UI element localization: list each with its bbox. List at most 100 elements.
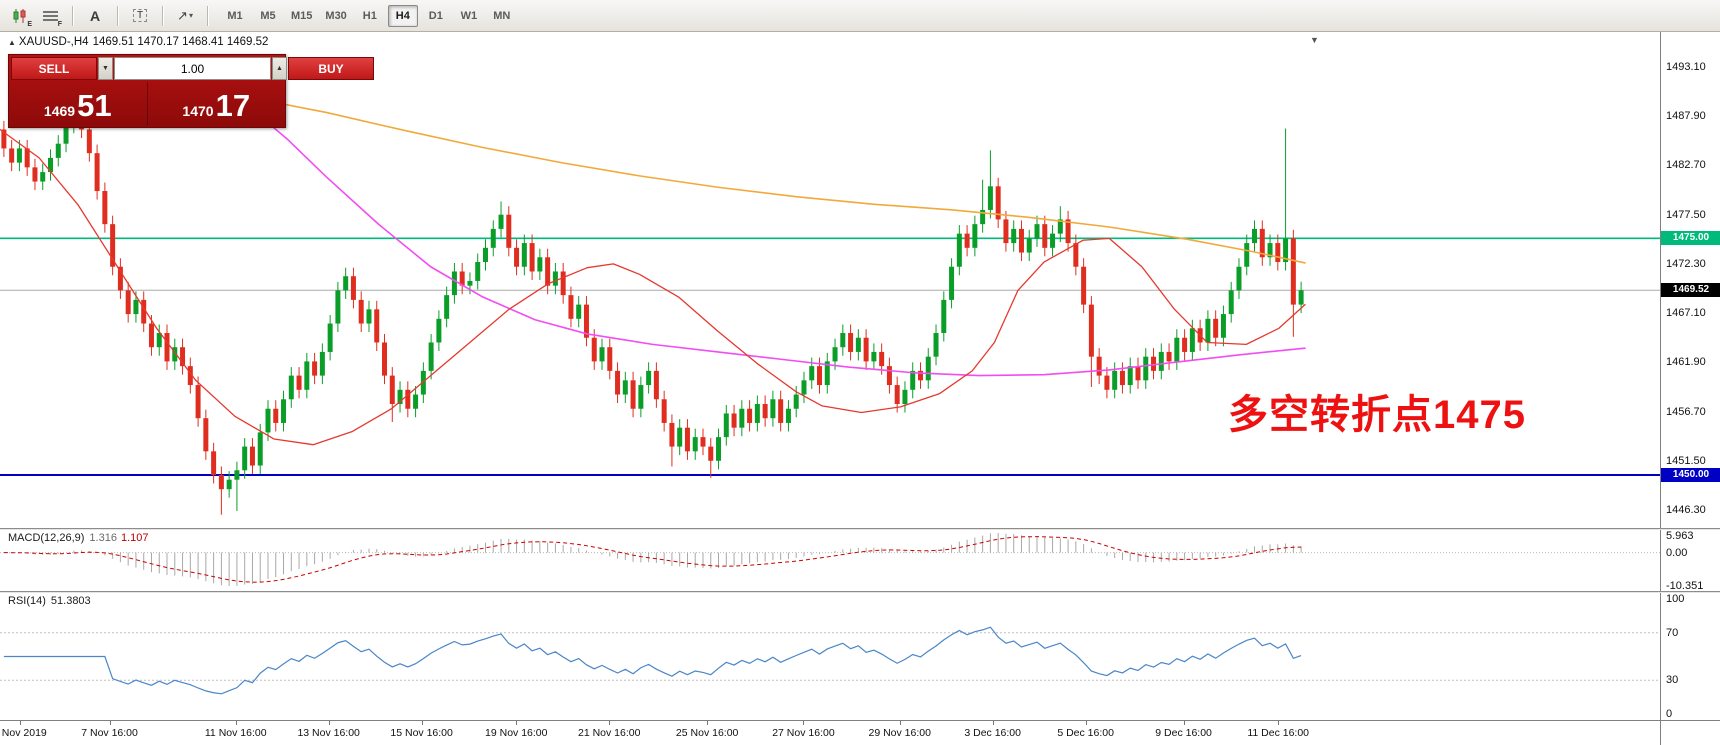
time-label: 5 Dec 16:00 <box>1057 727 1114 739</box>
rsi-value-axis[interactable]: 100 70 30 0 <box>1660 593 1720 720</box>
toolbar-separator <box>117 5 118 26</box>
volume-up-button[interactable]: ▲ <box>272 57 287 80</box>
panel-splitter[interactable] <box>0 591 1720 593</box>
macd-label: MACD(12,26,9) 1.316 1.107 <box>8 532 148 544</box>
text-label-icon[interactable]: T <box>126 4 154 28</box>
icon-badge: F <box>57 20 62 28</box>
buy-button[interactable]: BUY <box>288 57 374 80</box>
chart-ohlc-header: ▲ XAUUSD-,H4 1469.51 1470.17 1468.41 1469.… <box>8 36 272 48</box>
fast-ma <box>0 128 1306 446</box>
arrow-glyph: ↗ <box>177 7 188 23</box>
text-annotation-icon[interactable]: A <box>89 7 101 24</box>
macd-panel[interactable]: MACD(12,26,9) 1.316 1.107 5.963 0.00 -10.351 <box>0 530 1720 592</box>
time-label: 5 Nov 2019 <box>0 727 47 739</box>
time-tick <box>421 721 423 725</box>
time-tick <box>803 721 805 725</box>
tf-button-w1[interactable]: W1 <box>460 9 478 22</box>
time-tick <box>235 721 237 725</box>
price-tick-label: 1487.90 <box>1666 110 1706 123</box>
time-label: 15 Nov 16:00 <box>390 727 453 739</box>
tf-button-m30[interactable]: M30 <box>325 9 347 22</box>
panel-splitter[interactable] <box>0 528 1720 530</box>
toolbar-separator <box>72 5 73 26</box>
rsi-canvas[interactable] <box>0 593 1660 720</box>
price-tick-label: 1456.70 <box>1666 405 1706 418</box>
price-tag: 1450.00 <box>1661 467 1720 482</box>
chevron-down-icon: ▾ <box>188 11 193 20</box>
icon-badge: E <box>27 20 32 28</box>
time-label: 9 Dec 16:00 <box>1155 727 1212 739</box>
sell-price: 1469 51 <box>9 82 148 125</box>
time-axis-corner <box>1660 721 1720 745</box>
timeframe-toolbar: M1 M5 M15 M30 H1 H4 D1 W1 MN <box>220 4 517 27</box>
buy-price-main: 1470 <box>182 103 214 119</box>
chart-symbol-period: XAUUSD-,H4 <box>18 36 89 48</box>
rsi-line <box>3 626 1302 695</box>
tf-button-d1[interactable]: D1 <box>428 9 443 22</box>
slow-ma <box>247 96 1306 264</box>
mid-ma <box>247 105 1306 377</box>
macd-name: MACD(12,26,9) <box>8 532 85 544</box>
symbol-marker-icon: ▲ <box>8 38 16 47</box>
time-label: 11 Nov 16:00 <box>204 727 267 739</box>
t-glyph: T <box>132 9 148 22</box>
time-tick <box>1183 721 1185 725</box>
candles-series <box>1 81 1304 515</box>
time-tick <box>1278 721 1280 725</box>
price-tick-label: 1477.50 <box>1666 208 1706 221</box>
tf-button-h1[interactable]: H1 <box>362 9 377 22</box>
one-click-trading-panel: SELL ▼ ▲ BUY 1469 51 1470 17 <box>8 54 374 128</box>
time-label: 3 Dec 16:00 <box>964 727 1021 739</box>
price-tick-label: 1493.10 <box>1666 61 1706 74</box>
toolbar-separator <box>207 5 208 26</box>
macd-histogram <box>11 533 1302 586</box>
tf-button-m5[interactable]: M5 <box>260 9 276 22</box>
tf-button-mn[interactable]: MN <box>493 9 511 22</box>
line-study-icon[interactable]: F <box>36 4 64 28</box>
tf-button-m15[interactable]: M15 <box>291 9 313 22</box>
sell-price-main: 1469 <box>43 103 76 119</box>
time-tick <box>19 721 21 725</box>
price-tick-label: 1467.10 <box>1666 307 1706 320</box>
time-label: 7 Nov 16:00 <box>81 727 138 739</box>
tf-button-h4[interactable]: H4 <box>387 4 418 27</box>
buy-price: 1470 17 <box>148 82 286 125</box>
tf-button-m1[interactable]: M1 <box>227 9 243 22</box>
chart-annotation-text[interactable]: 多空转折点1475 <box>1228 393 1526 437</box>
chart-ohlc-values: 1469.51 1470.17 1468.41 1469.52 <box>92 36 269 48</box>
rsi-axis-label: 30 <box>1666 674 1679 687</box>
time-tick <box>609 721 611 725</box>
time-label: 13 Nov 16:00 <box>297 727 360 739</box>
time-tick <box>992 721 994 725</box>
time-label: 25 Nov 16:00 <box>675 727 739 739</box>
time-label: 27 Nov 16:00 <box>772 727 835 739</box>
macd-value-axis[interactable]: 5.963 0.00 -10.351 <box>1660 530 1720 592</box>
rsi-panel[interactable]: RSI(14) 51.3803 100 70 30 0 <box>0 593 1720 720</box>
price-tag: 1475.00 <box>1661 231 1720 246</box>
rsi-axis-label: 0 <box>1666 708 1673 720</box>
time-label: 19 Nov 16:00 <box>485 727 548 739</box>
rsi-axis-label: 70 <box>1666 626 1679 639</box>
arrow-objects-icon[interactable]: ↗ ▾ <box>171 4 199 28</box>
time-label: 29 Nov 16:00 <box>868 727 931 739</box>
rsi-axis-label: 100 <box>1666 593 1685 605</box>
time-axis[interactable]: 5 Nov 2019 7 Nov 16:00 11 Nov 16:00 13 Nov … <box>0 720 1720 745</box>
toolbar-separator <box>162 5 163 26</box>
price-tick-label: 1482.70 <box>1666 159 1706 172</box>
price-axis[interactable]: 1493.10 1487.90 1482.70 1477.50 1472.30 1467.… <box>1660 32 1720 528</box>
macd-value-signal: 1.107 <box>120 532 149 544</box>
macd-value-main: 1.316 <box>89 532 117 544</box>
main-chart-panel[interactable]: ▲ XAUUSD-,H4 1469.51 1470.17 1468.41 1469.… <box>0 32 1720 528</box>
sell-button[interactable]: SELL <box>11 57 97 80</box>
volume-down-button[interactable]: ▼ <box>98 57 113 80</box>
time-tick <box>1085 721 1087 725</box>
time-tick <box>516 721 518 725</box>
chart-shift-marker-icon[interactable]: ▼ <box>1310 35 1319 45</box>
macd-canvas[interactable] <box>0 530 1660 591</box>
volume-input[interactable] <box>114 57 271 80</box>
candlestick-chart-icon[interactable]: E <box>6 4 34 28</box>
price-tick-label: 1451.50 <box>1666 454 1706 467</box>
time-tick <box>109 721 111 725</box>
time-label: 21 Nov 16:00 <box>577 727 641 739</box>
